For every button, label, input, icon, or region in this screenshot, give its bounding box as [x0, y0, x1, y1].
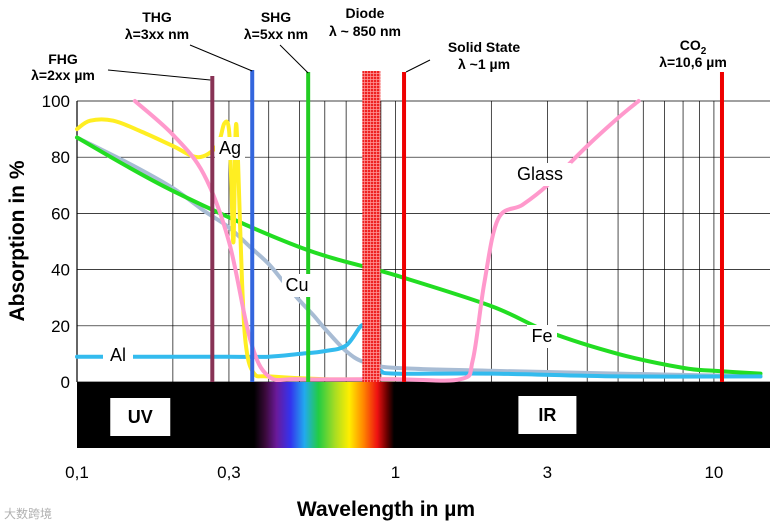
tick-labels-group: 0 20 40 60 80 100 0,1 0,3 1 3 10 [42, 92, 724, 482]
material-label-glass: Glass [517, 164, 563, 184]
x-tick-label: 0,1 [65, 463, 89, 482]
ir-label-box [518, 396, 577, 434]
material-label-bg-fe [527, 325, 557, 348]
series-line-cu [75, 135, 763, 379]
x-tick-label: 1 [391, 463, 400, 482]
laser-label-solid-state-name: Solid State [448, 39, 521, 55]
material-label-ag: Ag [219, 138, 241, 158]
y-tick-label: 40 [51, 261, 70, 280]
wavelength-band-strip: UV IR [77, 382, 770, 448]
laser-label-diode-name: Diode [346, 5, 385, 21]
laser-label-co2-name: CO2 [680, 37, 707, 57]
material-label-bg-ag [215, 137, 245, 160]
leader-line-fhg [107, 69, 211, 81]
laser-label-thg-name: THG [142, 9, 172, 25]
material-label-bg-al [103, 344, 133, 367]
x-tick-label: 0,3 [217, 463, 241, 482]
series-group [75, 99, 763, 383]
material-label-bg-cu [282, 274, 312, 297]
watermark: 大数跨境 [4, 507, 53, 521]
y-tick-label: 0 [61, 373, 70, 392]
laser-label-fhg-name: FHG [48, 51, 78, 67]
uv-label-box [110, 398, 171, 436]
series-line-fe [75, 135, 763, 376]
laser-label-co2-wavelength: λ=10,6 µm [659, 54, 727, 70]
leader-line-solid-state [405, 59, 431, 73]
material-label-fe: Fe [531, 326, 552, 346]
y-tick-label: 20 [51, 317, 70, 336]
labels-group: Wavelength in µm Absorption in % Ag Cu Fe Al G… [6, 137, 572, 521]
material-label-bg-glass [508, 163, 572, 186]
leader-line-shg [279, 44, 309, 74]
material-label-al: Al [110, 345, 126, 365]
x-tick-label: 10 [704, 463, 723, 482]
material-label-cu: Cu [285, 275, 308, 295]
y-tick-label: 60 [51, 204, 70, 223]
y-tick-label: 80 [51, 148, 70, 167]
x-tick-label: 3 [543, 463, 552, 482]
laser-label-fhg-wavelength: λ=2xx µm [31, 67, 95, 83]
laser-label-diode-wavelength: λ ~ 850 nm [329, 23, 401, 39]
y-tick-label: 100 [42, 92, 70, 111]
laser-label-solid-state-wavelength: λ ~1 µm [458, 56, 510, 72]
leader-line-thg [189, 44, 253, 72]
x-axis-label: Wavelength in µm [297, 498, 475, 521]
uv-label: UV [128, 407, 153, 427]
laser-label-shg-name: SHG [261, 9, 291, 25]
ir-label: IR [538, 405, 556, 425]
laser-band-diode [362, 71, 381, 382]
band-strip-background [77, 382, 770, 448]
laser-label-shg-wavelength: λ=5xx nm [244, 26, 308, 42]
grid [76, 100, 770, 383]
laser-label-thg-wavelength: λ=3xx nm [125, 26, 189, 42]
visible-spectrum [254, 382, 395, 448]
y-axis-label: Absorption in % [6, 160, 29, 321]
